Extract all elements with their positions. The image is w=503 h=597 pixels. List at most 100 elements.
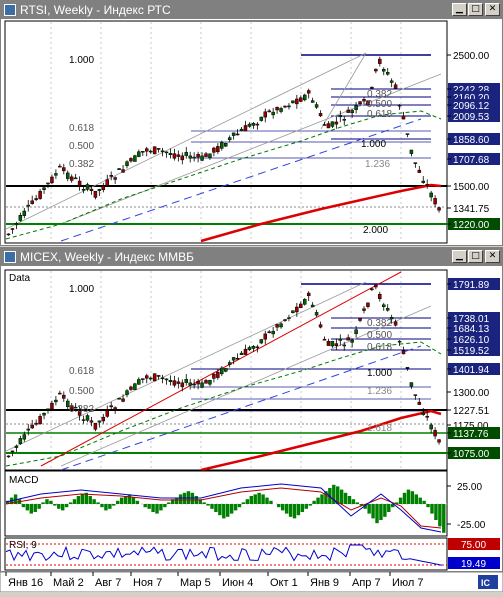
candle [283,319,287,321]
candle [152,146,157,155]
candle [389,80,394,83]
candle [405,367,410,369]
macd-bar [76,496,81,504]
candle [168,380,173,383]
candle [417,401,422,405]
macd-bar [245,499,250,504]
candle [18,215,23,221]
candle [113,177,117,180]
rtsi-chart[interactable]: 1.000 0.618 0.500 0.382 1.000 1.236 2.00… [1,19,502,245]
candle [192,383,196,386]
candle [117,168,121,170]
candle [362,99,366,102]
micex-title-bar[interactable]: MICEX, Weekly - Индекс ММВБ ▁ □ ✕ [1,248,502,266]
candle [117,397,121,400]
candle [322,338,327,341]
macd-bar [167,502,171,504]
candle [14,445,19,448]
macd-bar [363,504,367,509]
macd-axis-label: -25.00 [457,520,486,531]
macd-bar [147,504,151,509]
macd-bar [6,500,10,504]
macd-bar [143,504,147,508]
candle [370,288,374,291]
candle [89,188,94,191]
candle [208,153,212,159]
candle [227,362,232,365]
candle [231,132,236,136]
micex-fib-label: 0.618 [367,342,392,353]
candle [235,357,240,360]
candle [85,184,90,190]
candle [295,306,299,313]
candle [105,410,109,417]
candle [97,420,102,423]
candle [326,123,331,129]
micex-chart[interactable]: Data 1.000 0.618 0.500 0.382 1.000 1.236… [1,266,502,571]
close-icon[interactable]: ✕ [485,250,500,263]
corner-logo [478,575,498,589]
price-axis-label: 1175.00 [453,421,489,432]
price-axis-label: 2242.28 [453,85,490,96]
time-axis-label: Мар 5 [180,577,211,589]
candle [129,386,133,390]
micex-fib-label: 1.000 [69,284,94,295]
candle [247,123,252,127]
micex-chart-window[interactable]: MICEX, Weekly - Индекс ММВБ ▁ □ ✕ Data [0,247,503,572]
minimize-icon[interactable]: ▁ [452,3,467,16]
candle [287,317,291,319]
candle [287,105,291,108]
price-axis-label: 1075.00 [453,449,490,460]
macd-bar [61,504,65,511]
price-axis-label: 1626.10 [453,335,490,346]
candle [421,180,425,183]
close-icon[interactable]: ✕ [485,3,500,16]
candle [58,392,62,395]
candle [291,310,295,314]
macd-bar [402,492,407,504]
macd-bar [359,504,363,506]
time-axis-bar: Янв 16 Май 2 Авг 7 Ноя 7 Мар 5 Июн 4 Окт 1 Янв … [0,571,503,593]
candle [38,416,42,424]
macd-bar [41,502,45,504]
candle [437,439,441,443]
macd-bar [316,497,320,504]
candle [247,347,252,351]
candle [401,115,406,120]
macd-bar [324,491,328,504]
minimize-icon[interactable]: ▁ [452,250,467,263]
maximize-icon[interactable]: □ [468,250,483,263]
candle [6,233,11,236]
candle [385,72,390,75]
candle [42,187,46,190]
candle [224,142,228,147]
candle [220,367,224,375]
candle [275,106,279,111]
macd-bar [308,504,312,506]
candle [338,115,343,118]
rtsi-fib-label: 0.618 [367,109,392,120]
macd-bar [49,500,53,504]
rtsi-title-bar[interactable]: RTSI, Weekly - Индекс РТС ▁ □ ✕ [1,1,502,19]
candle [50,176,54,184]
macd-bar [430,504,434,514]
candle [66,400,70,407]
candle [109,405,113,408]
candle [18,438,23,444]
maximize-icon[interactable]: □ [468,3,483,16]
candle [172,380,177,386]
price-axis-label: 1707.68 [453,155,490,166]
candle [164,378,169,381]
rtsi-chart-window[interactable]: RTSI, Weekly - Индекс РТС ▁ □ ✕ 1.000 0 [0,0,503,246]
candle [22,210,27,216]
candle [255,346,260,349]
macd-bar [135,500,140,504]
price-axis-label: 1341.75 [453,204,490,215]
candle [346,109,350,113]
macd-bar [253,494,257,504]
price-axis-label: 1519.52 [453,346,490,357]
rtsi-window-title: RTSI, Weekly - Индекс РТС [20,3,171,17]
macd-bar [312,500,316,504]
rtsi-fib-label: 0.382 [367,89,392,100]
macd-bar [394,502,399,504]
